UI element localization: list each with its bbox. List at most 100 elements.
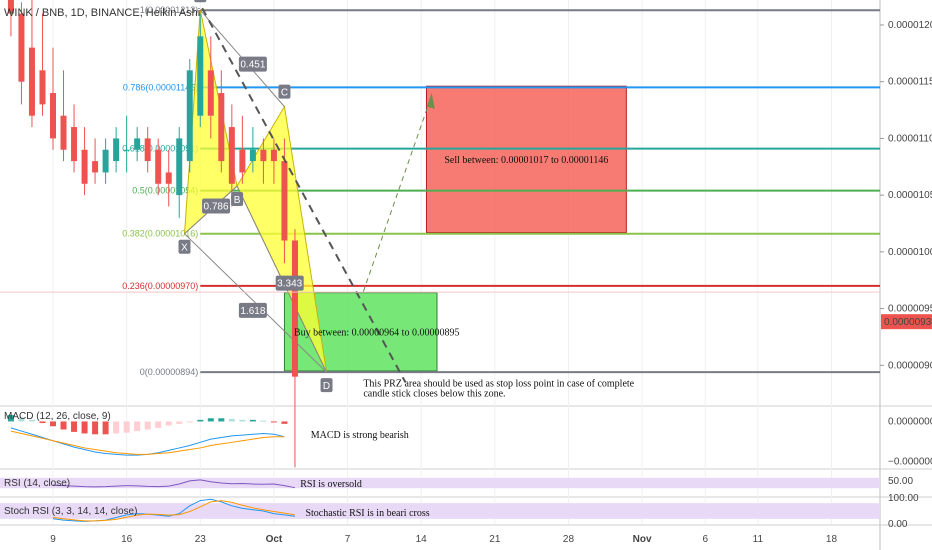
- prz-note-line: candle stick closes below this zone.: [363, 388, 505, 399]
- fib-level-label: 0.5(0.00001054): [132, 186, 198, 196]
- candle-body: [113, 138, 120, 162]
- time-tick-label: 16: [121, 534, 133, 545]
- candle-body: [144, 138, 151, 162]
- ratio-badge: [238, 302, 267, 318]
- pattern-point-label: X: [181, 243, 188, 254]
- pattern-point-label: A: [197, 0, 204, 2]
- candle-body: [260, 149, 267, 162]
- fib-level-label: 0.236(0.00000970): [122, 281, 198, 291]
- time-tick-label: 21: [489, 534, 501, 545]
- rsi-band: [0, 477, 880, 489]
- stoch-tick-label: 100.00: [888, 493, 919, 504]
- projection-line-up: [362, 95, 433, 292]
- candle-body: [207, 70, 214, 116]
- macd-histogram-bar: [176, 421, 183, 424]
- macd-histogram-bar: [281, 421, 288, 424]
- time-tick-label: Nov: [633, 534, 652, 545]
- pattern-point-badge: [278, 84, 291, 99]
- candle-body: [176, 138, 183, 196]
- stoch-title: Stoch RSI (3, 3, 14, 14, close): [4, 506, 137, 517]
- ratio-label: 3.343: [277, 279, 302, 290]
- candle-body: [102, 149, 109, 173]
- candle-body: [92, 161, 99, 173]
- rsi-note: RSI is oversold: [300, 479, 362, 490]
- macd-histogram-bar: [92, 421, 99, 435]
- stoch-note: Stochastic RSI is in beari cross: [305, 508, 429, 519]
- time-tick-label: 6: [702, 534, 708, 545]
- macd-histogram-bar: [186, 421, 193, 423]
- pattern-point-badge: [178, 239, 191, 254]
- macd-histogram-bar: [113, 421, 120, 434]
- pattern-point-badge: [231, 192, 244, 207]
- macd-histogram-bar: [260, 420, 267, 422]
- stoch-band: [0, 503, 880, 519]
- time-tick-label: 11: [753, 534, 764, 545]
- ratio-badge: [238, 56, 267, 72]
- fib-level-label: 1(0.00001213): [140, 5, 199, 15]
- candle-body: [291, 240, 298, 377]
- macd-line: [10, 427, 285, 456]
- pattern-point-label: D: [323, 381, 330, 392]
- fib-level-label: 0.382(0.00001016): [122, 229, 198, 239]
- macd-histogram-bar: [228, 419, 235, 422]
- time-tick-label: 18: [826, 534, 838, 545]
- candle-body: [281, 161, 288, 241]
- macd-title: MACD (12, 26, close, 9): [4, 411, 111, 422]
- rsi-pane[interactable]: RSI (14, close) RSI is oversold 50.00: [0, 476, 913, 490]
- rsi-line: [52, 479, 296, 489]
- price-tick-label: 0.00000950: [888, 304, 932, 315]
- macd-histogram-bar: [50, 421, 56, 427]
- candle-body: [239, 149, 246, 173]
- ratio-badge: [202, 198, 231, 214]
- macd-histogram-bar: [197, 419, 204, 422]
- macd-histogram-bar: [60, 421, 67, 430]
- macd-histogram-bar: [71, 421, 78, 432]
- time-tick-label: 23: [195, 534, 207, 545]
- buy-zone-text: Buy between: 0.00000964 to 0.00000895: [294, 327, 460, 338]
- time-tick-label: 28: [563, 534, 575, 545]
- macd-pane[interactable]: MACD (12, 26, close, 9) MACD is strong be…: [4, 411, 932, 468]
- macd-histogram-bar: [28, 419, 35, 422]
- pattern-point-badge: [320, 378, 333, 393]
- candle-body: [50, 93, 56, 139]
- price-tick-label: 0.00001000: [888, 247, 932, 258]
- stoch-rsi-pane[interactable]: Stoch RSI (3, 3, 14, 14, close) Stochasti…: [0, 493, 919, 530]
- macd-histogram-bar: [155, 421, 162, 428]
- price-tick-label: 0.00000900: [888, 360, 932, 371]
- candle-body: [71, 127, 78, 162]
- sell-zone-text: Sell between: 0.00001017 to 0.00001146: [444, 155, 608, 166]
- time-tick-label: 14: [416, 534, 428, 545]
- candle-body: [249, 149, 256, 162]
- macd-histogram-bar: [39, 421, 46, 424]
- macd-histogram-bar: [102, 421, 109, 435]
- ratio-label: 1.618: [240, 306, 265, 317]
- time-tick-label: 9: [50, 534, 56, 545]
- candle-body: [28, 47, 35, 116]
- fib-level-label: 0.618(0.00001091): [122, 144, 198, 154]
- candle-body: [228, 127, 235, 184]
- stoch-d-line: [52, 500, 296, 522]
- pattern-point-label: C: [281, 88, 288, 99]
- macd-histogram-bar: [249, 419, 256, 422]
- macd-histogram-bar: [270, 421, 277, 423]
- projection-arrowhead: [426, 93, 435, 109]
- rsi-tick-label: 50.00: [888, 476, 913, 487]
- time-axis: 9 16 23 Oct 7 14 21 28 Nov 6 11 18: [50, 534, 837, 545]
- macd-histogram-bar: [134, 421, 141, 432]
- macd-histogram-bar: [81, 421, 88, 434]
- candle-body: [39, 70, 46, 105]
- fib-level-label: 0(0.00000894): [140, 367, 199, 377]
- current-price-label: 0.00000938: [884, 317, 932, 328]
- candle-body: [186, 70, 193, 162]
- macd-histogram-bar: [18, 417, 25, 422]
- macd-histogram-bar: [218, 418, 225, 422]
- macd-histogram-bar: [207, 418, 214, 422]
- price-tick-label: 0.00001200: [888, 20, 932, 31]
- pattern-point-badge: [194, 0, 207, 3]
- sell-zone: [425, 85, 627, 234]
- candle-body: [155, 149, 162, 184]
